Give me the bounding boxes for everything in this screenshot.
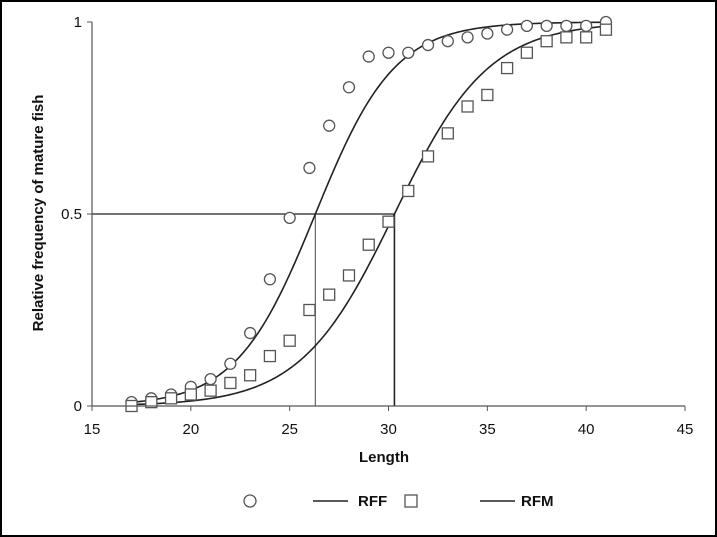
circle-point (382, 46, 395, 59)
circle-point (500, 23, 514, 36)
reference-lines (92, 213, 396, 406)
square-point (342, 269, 356, 282)
circle-point (520, 19, 534, 32)
square-point (461, 100, 474, 113)
x-tick-label: 35 (479, 421, 496, 438)
x-tick-label: 40 (578, 421, 595, 438)
circle-point (402, 46, 415, 59)
data-points (125, 15, 613, 413)
square-point (145, 396, 158, 409)
legend-label-rfm: RFM (521, 493, 554, 510)
legend-label-rff: RFF (358, 493, 387, 510)
x-tick-label: 45 (677, 421, 694, 438)
circle-point (560, 19, 573, 32)
x-tick-label: 20 (182, 421, 199, 438)
circle-point (263, 273, 277, 286)
x-tick-label: 30 (380, 421, 397, 438)
circle-point (283, 211, 296, 224)
square-point (224, 376, 237, 390)
legend: RFF RFM (243, 493, 554, 510)
y-axis-label: Relative frequency of mature fish (30, 95, 47, 332)
square-point (184, 388, 197, 401)
circle-point (204, 372, 217, 386)
circle-point (323, 119, 336, 132)
circle-point (342, 81, 356, 94)
square-point (204, 384, 217, 397)
x-axis-label: Length (359, 449, 409, 466)
x-tick-label: 25 (281, 421, 298, 438)
circle-point (421, 38, 435, 52)
circle-point (481, 27, 494, 40)
square-point (520, 46, 534, 59)
legend-circle-marker (243, 494, 257, 508)
square-point (263, 349, 277, 363)
circle-point (461, 31, 474, 44)
circle-point (580, 19, 593, 32)
y-tick-label: 0 (74, 398, 82, 415)
circle-point (540, 19, 553, 32)
circle-point (362, 50, 375, 63)
circle-point (441, 35, 454, 48)
circle-point (224, 357, 237, 370)
x-tick-label: 15 (84, 421, 101, 438)
square-point (560, 31, 573, 44)
square-point (303, 303, 316, 317)
axes: 15 20 25 30 35 40 45 0 0.5 1 (61, 14, 693, 438)
square-point (362, 238, 375, 251)
square-point (599, 23, 613, 36)
y-tick-label: 1 (74, 14, 82, 31)
square-point (323, 288, 336, 301)
square-point (500, 61, 514, 75)
square-point (540, 35, 553, 48)
square-point (402, 184, 415, 198)
square-point (382, 215, 395, 228)
legend-square-marker (404, 494, 418, 508)
square-point (421, 150, 435, 163)
square-point (441, 127, 454, 140)
square-point (481, 88, 494, 102)
square-point (283, 334, 296, 347)
circle-point (303, 161, 316, 175)
curve-rfm (131, 25, 607, 406)
square-point (164, 392, 178, 405)
circle-point (243, 326, 257, 340)
curve-rff (131, 21, 606, 404)
y-tick-label: 0.5 (61, 206, 82, 223)
square-point (243, 369, 257, 382)
square-point (580, 31, 593, 44)
